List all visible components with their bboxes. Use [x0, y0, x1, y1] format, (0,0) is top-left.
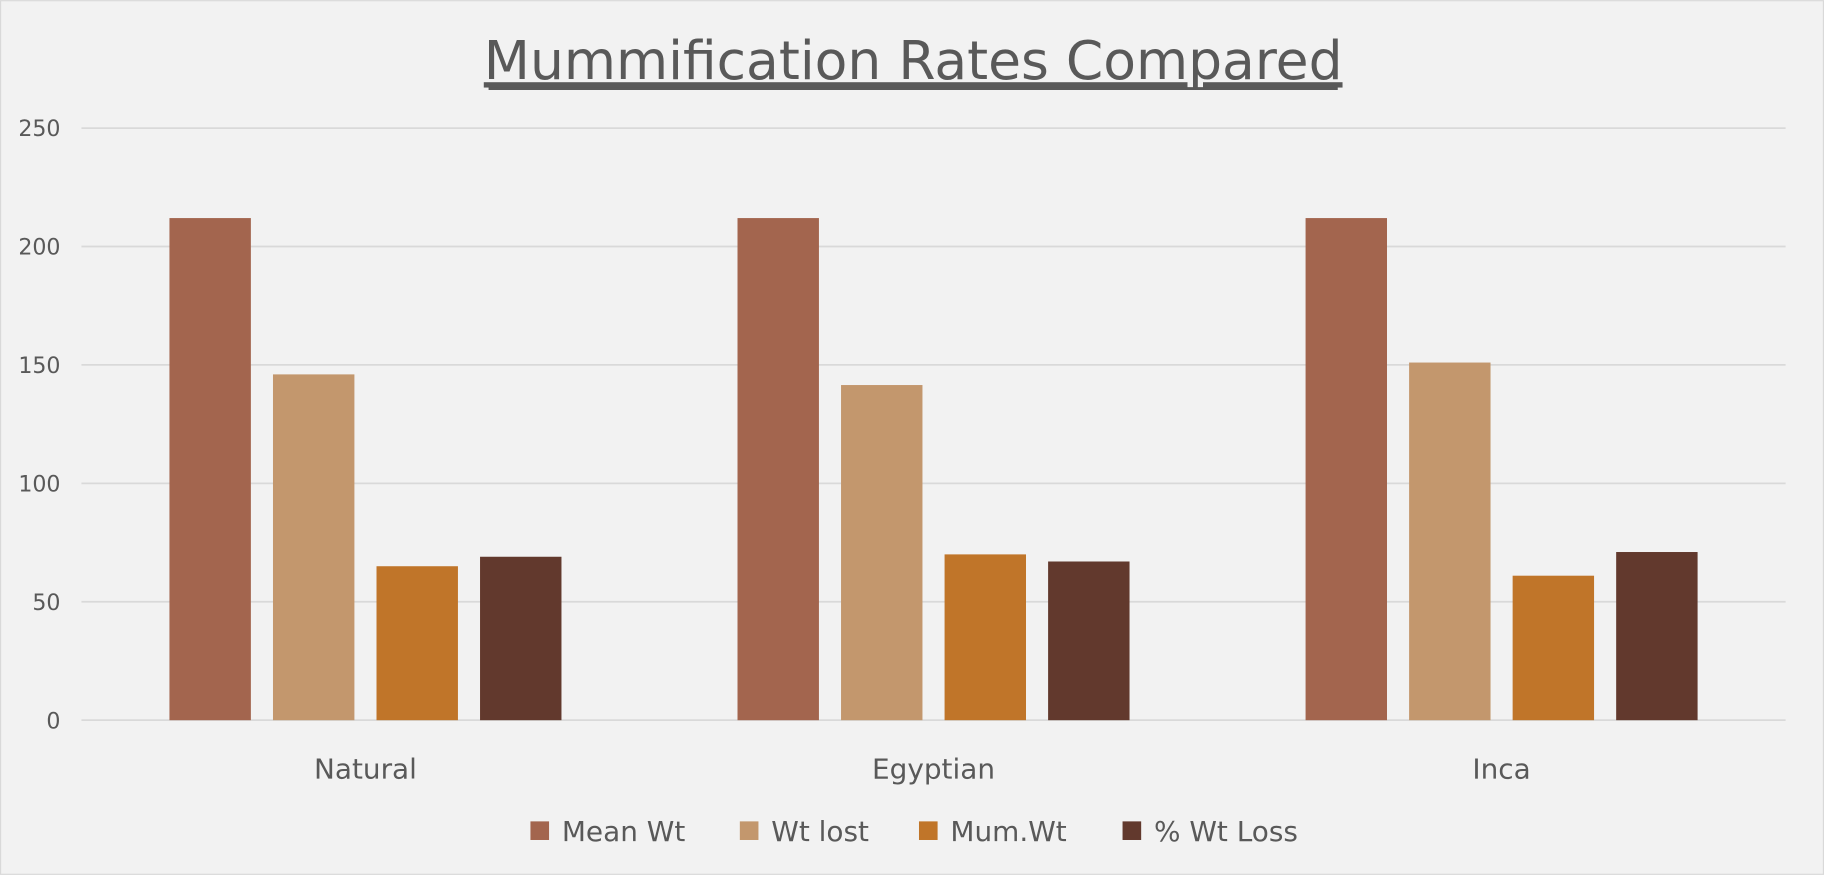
bar-inca-0: [1305, 218, 1387, 721]
bar-egyptian-2: [944, 554, 1026, 721]
legend-swatch: [918, 821, 938, 840]
bar-natural-1: [272, 374, 355, 721]
y-tick-label: 0: [46, 708, 60, 734]
legend-swatch: [739, 821, 759, 840]
y-tick-label: 200: [18, 235, 60, 261]
legend-label: Mean Wt: [562, 815, 685, 848]
x-category-label: Egyptian: [872, 752, 995, 785]
legend-swatch: [530, 821, 550, 840]
legend-label: Mum.Wt: [950, 815, 1066, 848]
bar-egyptian-3: [1048, 561, 1130, 721]
chart-title: Mummification Rates Compared: [484, 29, 1343, 92]
y-tick-label: 100: [18, 471, 60, 497]
y-tick-label: 150: [18, 353, 60, 379]
bar-natural-0: [169, 218, 251, 721]
y-tick-label: 50: [32, 590, 60, 616]
bar-inca-3: [1616, 552, 1698, 721]
legend-swatch: [1122, 821, 1142, 840]
legend-label: % Wt Loss: [1154, 815, 1298, 848]
bar-egyptian-0: [737, 218, 819, 721]
bar-inca-1: [1409, 362, 1491, 721]
y-tick-label: 250: [18, 116, 60, 142]
legend-label: Wt lost: [771, 815, 869, 848]
bar-inca-2: [1512, 575, 1595, 721]
bar-natural-3: [480, 556, 562, 721]
x-category-label: Natural: [314, 752, 417, 785]
x-category-label: Inca: [1472, 752, 1530, 785]
bar-egyptian-1: [841, 385, 923, 721]
bar-natural-2: [376, 566, 458, 721]
